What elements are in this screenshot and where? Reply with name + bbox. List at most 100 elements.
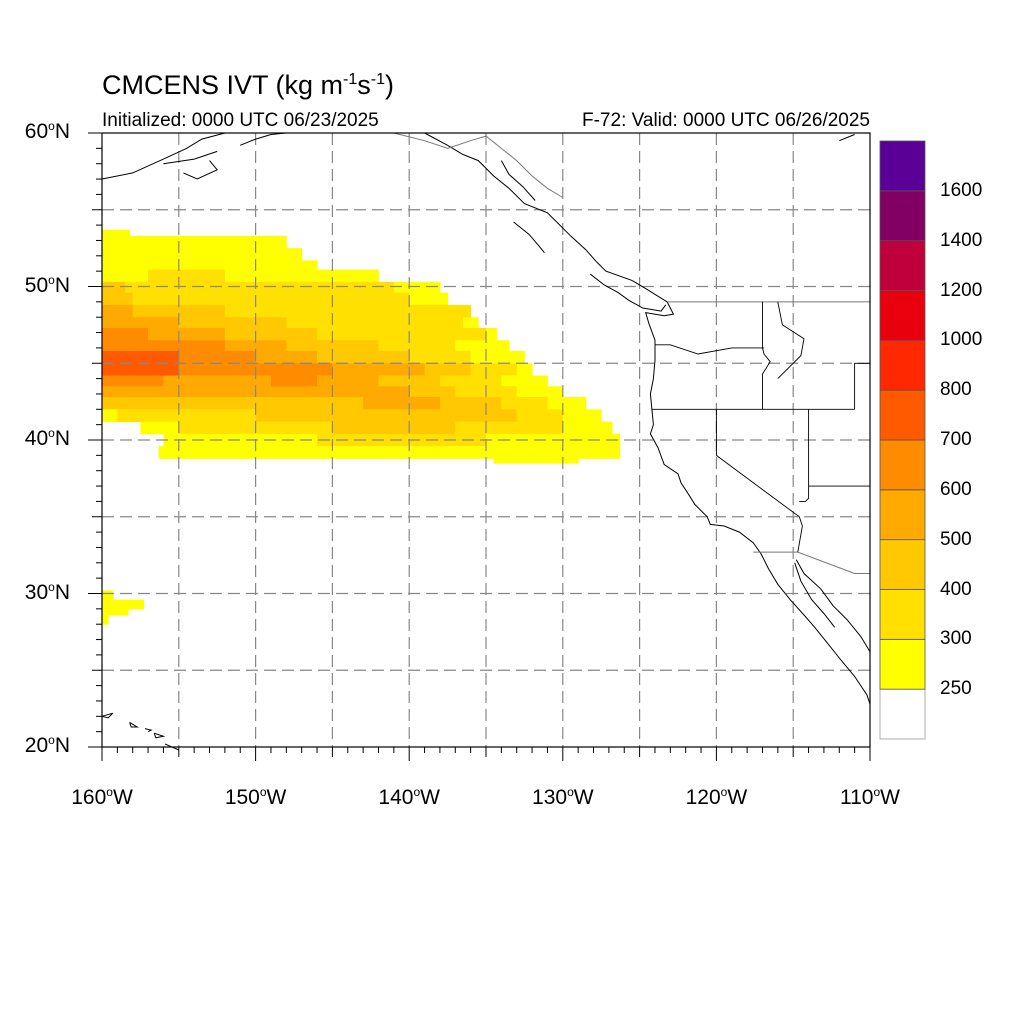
ivt-cell bbox=[317, 446, 502, 459]
ivt-cell bbox=[501, 375, 548, 387]
ivt-cell bbox=[102, 363, 180, 377]
ivt-cell bbox=[117, 409, 149, 423]
state-border bbox=[854, 362, 870, 410]
ivt-cell bbox=[102, 235, 287, 249]
colorbar-label: 1000 bbox=[940, 329, 983, 351]
coastline bbox=[183, 160, 219, 180]
ivt-cell bbox=[516, 409, 564, 423]
coastline bbox=[556, 221, 668, 303]
latitude-label: 50oN bbox=[24, 272, 70, 297]
ivt-cell bbox=[140, 421, 180, 435]
ivt-cell bbox=[102, 260, 149, 271]
coastline bbox=[795, 559, 871, 653]
coastline bbox=[163, 150, 218, 165]
ivt-cell bbox=[158, 446, 318, 459]
longitude-label: 130oW bbox=[532, 785, 594, 809]
graticule bbox=[102, 133, 870, 747]
coastline bbox=[644, 301, 871, 705]
ivt-cell bbox=[588, 446, 621, 459]
colorbar-swatch bbox=[879, 489, 926, 541]
ivt-cell bbox=[347, 386, 410, 398]
ivt-cell bbox=[439, 375, 502, 387]
colorbar-label: 800 bbox=[940, 379, 972, 401]
valid-time-label: F-72: Valid: 0000 UTC 06/26/2025 bbox=[582, 110, 870, 131]
ivt-cell bbox=[470, 363, 518, 377]
colorbar-swatch bbox=[879, 339, 926, 391]
colorbar-swatch bbox=[879, 539, 926, 590]
ivt-cell bbox=[486, 327, 498, 341]
coastline bbox=[500, 160, 536, 201]
ivt-cell bbox=[501, 446, 590, 459]
coastline bbox=[513, 221, 545, 254]
longitude-label: 110oW bbox=[840, 785, 900, 809]
ivt-cell bbox=[409, 292, 449, 306]
ivt-cell bbox=[332, 269, 379, 283]
coastline bbox=[590, 273, 667, 312]
ivt-cell bbox=[378, 375, 441, 387]
ivt-cell bbox=[102, 292, 134, 306]
ivt-cell bbox=[224, 269, 333, 283]
ivt-cell bbox=[409, 327, 487, 341]
longitude-label: 140oW bbox=[378, 785, 440, 809]
ivt-cell bbox=[163, 375, 272, 387]
ivt-cell bbox=[409, 317, 464, 329]
ivt-cell bbox=[270, 375, 318, 387]
ivt-cell bbox=[255, 421, 333, 435]
ivt-cell bbox=[178, 421, 257, 435]
ivt-cell bbox=[148, 340, 226, 352]
ivt-cell bbox=[148, 260, 318, 271]
chart-title: CMCENS IVT (kg m-1s-1) bbox=[102, 70, 394, 100]
ivt-cell bbox=[363, 304, 472, 318]
ivt-cell bbox=[102, 599, 144, 610]
coastline bbox=[839, 134, 855, 142]
coastline bbox=[144, 728, 153, 733]
colorbar-swatch bbox=[879, 439, 926, 491]
ivt-cell bbox=[102, 350, 180, 364]
latitude-label: 40oN bbox=[24, 426, 70, 450]
ivt-cell bbox=[424, 363, 472, 377]
colorbar-label: 250 bbox=[940, 678, 972, 700]
colorbar-swatch bbox=[879, 389, 926, 441]
national-border bbox=[753, 551, 870, 574]
latitude-label: 20oN bbox=[24, 733, 70, 757]
ivt-cell bbox=[470, 350, 525, 364]
ivt-cell bbox=[255, 397, 364, 410]
colorbar-label: 1600 bbox=[940, 179, 983, 201]
ivt-cell bbox=[224, 304, 364, 318]
colorbar bbox=[879, 140, 926, 740]
ivt-cell bbox=[132, 397, 257, 410]
colorbar-swatch bbox=[879, 290, 926, 341]
ivt-cell bbox=[102, 340, 149, 352]
state-border bbox=[799, 409, 810, 502]
coastline bbox=[153, 732, 166, 739]
ivt-cell bbox=[102, 317, 118, 329]
ivt-cell bbox=[178, 317, 287, 329]
coastlines bbox=[101, 132, 871, 751]
ivt-cell bbox=[102, 229, 131, 241]
ivt-cell bbox=[102, 327, 149, 341]
ivt-cell bbox=[178, 350, 257, 364]
ivt-cell bbox=[547, 397, 587, 410]
ivt-cell bbox=[255, 281, 395, 294]
ivt-cell bbox=[102, 269, 149, 283]
colorbar-swatch bbox=[879, 240, 926, 291]
ivt-cell bbox=[516, 421, 564, 435]
ivt-cell bbox=[102, 386, 134, 398]
colorbar-label: 700 bbox=[940, 429, 972, 450]
ivt-cell bbox=[332, 363, 426, 377]
state-border bbox=[777, 301, 805, 379]
state-border bbox=[655, 344, 764, 355]
ivt-cell bbox=[102, 375, 164, 387]
colorbar-label: 600 bbox=[940, 478, 972, 500]
ivt-cell bbox=[255, 409, 364, 423]
ivt-cell bbox=[117, 317, 180, 329]
coastline bbox=[101, 712, 114, 719]
init-time-label: Initialized: 0000 UTC 06/23/2025 bbox=[102, 110, 379, 131]
colorbar-swatch bbox=[879, 638, 926, 690]
ivt-cell bbox=[562, 421, 613, 435]
latitude-label: 30oN bbox=[24, 579, 70, 604]
ivt-cell bbox=[255, 363, 333, 377]
ivt-cell bbox=[148, 269, 226, 283]
ivt-cell bbox=[332, 421, 456, 435]
ivt-cell bbox=[224, 340, 287, 352]
